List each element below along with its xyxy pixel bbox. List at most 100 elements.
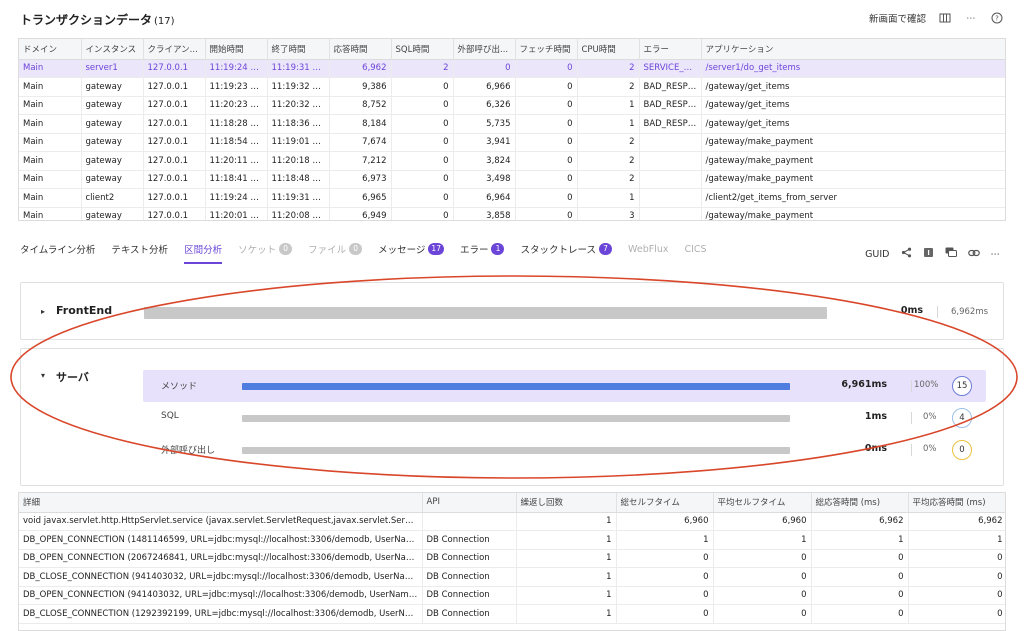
table-cell: gateway <box>81 114 144 134</box>
tx-column-header[interactable]: SQL時間 <box>391 39 454 60</box>
table-row[interactable]: Main gateway 127.0.0.1 11:20:23 745 11:20:32… <box>19 96 1005 115</box>
new-window-button[interactable]: 新画面で確認 <box>868 14 926 25</box>
comment-icon[interactable] <box>945 247 957 261</box>
detail-column-header[interactable]: 総セルフタイム <box>616 493 714 513</box>
tx-column-header[interactable]: 開始時間 <box>205 39 268 60</box>
guid-button[interactable]: GUID <box>865 248 890 260</box>
detail-column-header[interactable]: API <box>422 493 517 513</box>
server-row-count[interactable]: 4 <box>952 408 972 428</box>
table-row[interactable]: Main gateway 127.0.0.1 11:20:01 740 11:20:08… <box>19 207 1005 220</box>
table-cell: 9,386 <box>329 77 392 97</box>
tx-column-header[interactable]: エラー <box>639 39 702 60</box>
more-options-icon[interactable]: ⋯ <box>990 248 1001 260</box>
table-cell: 6,965 <box>329 188 392 208</box>
server-row-count[interactable]: 0 <box>952 440 972 460</box>
detail-table: 詳細 API 繰返し回数 総セルフタイム 平均セルフタイム 総応答時間 (ms) 平均応答時… <box>18 492 1006 631</box>
tx-column-header[interactable]: CPU時間 <box>577 39 640 60</box>
tab-item[interactable]: CICS <box>684 244 706 263</box>
tx-column-header[interactable]: 終了時間 <box>267 39 330 60</box>
table-row[interactable]: DB_CLOSE_CONNECTION (1292392199, URL=jdb… <box>19 604 1005 624</box>
frontend-bar <box>144 307 827 319</box>
detail-column-header[interactable]: 詳細 <box>19 493 423 513</box>
tab-label: 区間分析 <box>184 245 223 256</box>
tab-item[interactable]: WebFlux <box>628 244 668 263</box>
table-cell: Main <box>19 77 82 97</box>
table-cell: 0 <box>515 170 578 189</box>
table-cell: 0 <box>908 586 1005 605</box>
link-icon[interactable] <box>967 248 980 261</box>
tx-column-header[interactable]: ドメイン <box>19 39 82 60</box>
server-section: ▾ サーバ メソッド 6,961ms 100% 15 SQL 1ms 0% 4 外部呼び出し 0m… <box>20 348 1004 486</box>
share-icon[interactable] <box>901 247 912 261</box>
table-cell: DB Connection <box>422 530 517 550</box>
table-cell: DB_CLOSE_CONNECTION (1292392199, URL=jdb… <box>19 604 423 624</box>
server-row-value: 1ms <box>864 411 887 422</box>
table-cell: 6,964 <box>453 188 516 208</box>
divider <box>911 380 912 392</box>
transaction-table: ドメイン インスタンス クライアン... 開始時間 終了時間 応答時間 SQL時間 外部呼び出… <box>18 38 1006 221</box>
tx-column-header[interactable]: アプリケーション <box>701 39 1005 60</box>
tx-column-header[interactable]: クライアン... <box>143 39 206 60</box>
tab-item[interactable]: 区間分析 <box>184 242 223 264</box>
caret-right-icon[interactable]: ▸ <box>41 307 46 316</box>
table-row[interactable]: Main gateway 127.0.0.1 11:19:23 583 11:19:32… <box>19 77 1005 97</box>
table-cell: /gateway/make_payment <box>701 170 1005 189</box>
table-cell: 0 <box>391 133 454 152</box>
table-cell: 3,858 <box>453 207 516 220</box>
table-row[interactable]: void javax.servlet.http.HttpServlet.serv… <box>19 512 1005 531</box>
table-cell: 0 <box>515 151 578 171</box>
table-cell <box>639 133 702 152</box>
export-icon[interactable] <box>923 247 934 261</box>
table-cell: 7,674 <box>329 133 392 152</box>
detail-column-header[interactable]: 平均応答時間 (ms) <box>908 493 1005 513</box>
tx-column-header[interactable]: 応答時間 <box>329 39 392 60</box>
table-row[interactable]: DB_CLOSE_CONNECTION (941403032, URL=jdbc… <box>19 567 1005 587</box>
server-label: サーバ <box>56 371 89 384</box>
detail-column-header[interactable]: 平均セルフタイム <box>713 493 812 513</box>
server-row-count[interactable]: 15 <box>952 376 972 396</box>
count-badge: 7 <box>599 243 613 255</box>
help-icon[interactable]: ? <box>990 11 1004 25</box>
tab-item[interactable]: スタックトレース 7 <box>520 242 613 264</box>
table-row[interactable]: Main gateway 127.0.0.1 11:20:11 742 11:20:18… <box>19 151 1005 171</box>
table-row[interactable]: DB_OPEN_CONNECTION (1481146599, URL=jdbc… <box>19 530 1005 550</box>
table-cell: 1 <box>577 188 640 208</box>
table-row[interactable]: Main gateway 127.0.0.1 11:18:28 723 11:18:36… <box>19 114 1005 134</box>
table-cell: /gateway/get_items <box>701 96 1005 115</box>
tx-column-header[interactable]: インスタンス <box>81 39 144 60</box>
table-cell: 0 <box>391 207 454 220</box>
detail-column-header[interactable]: 繰返し回数 <box>516 493 617 513</box>
table-row[interactable]: Main gateway 127.0.0.1 11:18:41 727 11:18:48… <box>19 170 1005 189</box>
table-cell: SERVICE_EX... <box>639 59 702 78</box>
table-cell: 5,735 <box>453 114 516 134</box>
table-row[interactable]: Main client2 127.0.0.1 11:19:24 681 11:19:31… <box>19 188 1005 208</box>
caret-down-icon[interactable]: ▾ <box>41 371 46 380</box>
table-row[interactable]: Main server1 127.0.0.1 11:19:24 682 11:19:31… <box>19 59 1005 78</box>
server-row-label: メソッド <box>161 382 198 392</box>
table-cell: /gateway/make_payment <box>701 133 1005 152</box>
table-cell: 1 <box>516 586 617 605</box>
tx-column-header[interactable]: フェッチ時間 <box>515 39 578 60</box>
table-row[interactable]: Main gateway 127.0.0.1 11:18:54 015 11:19:01… <box>19 133 1005 152</box>
tab-item[interactable]: ファイル 0 <box>308 242 363 264</box>
tab-item[interactable]: タイムライン分析 <box>20 242 95 264</box>
tab-item[interactable]: ソケット 0 <box>238 242 293 264</box>
tab-label: ソケット <box>238 245 277 256</box>
table-cell <box>422 512 517 531</box>
table-cell: 1 <box>908 530 1005 550</box>
table-cell: gateway <box>81 77 144 97</box>
tab-item[interactable]: テキスト分析 <box>111 242 168 264</box>
table-cell: void javax.servlet.http.HttpServlet.serv… <box>19 512 423 531</box>
table-row[interactable]: DB_OPEN_CONNECTION (941403032, URL=jdbc:… <box>19 586 1005 605</box>
table-cell: 127.0.0.1 <box>143 207 206 220</box>
tx-column-header[interactable]: 外部呼び出... <box>453 39 516 60</box>
detail-column-header[interactable]: 総応答時間 (ms) <box>811 493 909 513</box>
columns-icon[interactable] <box>938 11 952 25</box>
frontend-label: FrontEnd <box>56 304 113 317</box>
tab-item[interactable]: エラー 1 <box>460 242 505 264</box>
tab-item[interactable]: メッセージ 17 <box>378 242 444 264</box>
table-row[interactable]: DB_OPEN_CONNECTION (2067246841, URL=jdbc… <box>19 549 1005 568</box>
table-cell: 11:19:32 969 <box>267 77 330 97</box>
tab-label: エラー <box>459 245 489 256</box>
more-icon[interactable]: ⋯ <box>966 12 976 24</box>
